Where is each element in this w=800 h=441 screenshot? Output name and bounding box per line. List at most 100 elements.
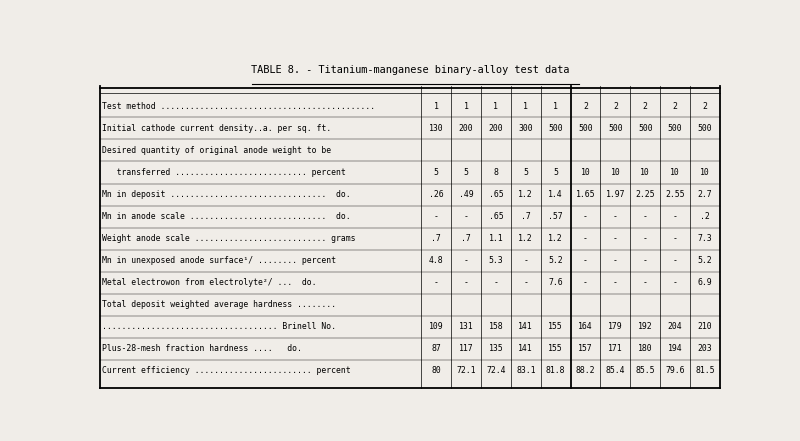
Text: -: - bbox=[583, 278, 588, 287]
Text: 8: 8 bbox=[494, 168, 498, 177]
Text: 1.4: 1.4 bbox=[548, 190, 563, 199]
Text: -: - bbox=[613, 234, 618, 243]
Text: 7.6: 7.6 bbox=[548, 278, 563, 287]
Text: 81.5: 81.5 bbox=[695, 366, 715, 375]
Text: 1: 1 bbox=[523, 102, 528, 111]
Text: .49: .49 bbox=[458, 190, 474, 199]
Text: Mn in unexposed anode surface¹/ ........ percent: Mn in unexposed anode surface¹/ ........… bbox=[102, 256, 337, 265]
Text: .7: .7 bbox=[521, 212, 530, 221]
Text: 10: 10 bbox=[581, 168, 590, 177]
Text: 5.2: 5.2 bbox=[548, 256, 563, 265]
Text: 1.65: 1.65 bbox=[576, 190, 595, 199]
Text: 500: 500 bbox=[548, 124, 563, 133]
Text: 171: 171 bbox=[608, 344, 622, 353]
Text: 155: 155 bbox=[548, 322, 563, 331]
Text: -: - bbox=[434, 212, 438, 221]
Text: 10: 10 bbox=[641, 168, 650, 177]
Text: 1.2: 1.2 bbox=[548, 234, 563, 243]
Text: -: - bbox=[673, 256, 678, 265]
Text: 1: 1 bbox=[463, 102, 469, 111]
Text: -: - bbox=[434, 278, 438, 287]
Text: 1: 1 bbox=[494, 102, 498, 111]
Text: Plus-28-mesh fraction hardness ....   do.: Plus-28-mesh fraction hardness .... do. bbox=[102, 344, 302, 353]
Text: 2.25: 2.25 bbox=[635, 190, 655, 199]
Text: 10: 10 bbox=[700, 168, 710, 177]
Text: 300: 300 bbox=[518, 124, 533, 133]
Text: .7: .7 bbox=[431, 234, 441, 243]
Text: Total deposit weighted average hardness ........: Total deposit weighted average hardness … bbox=[102, 300, 337, 309]
Text: 200: 200 bbox=[458, 124, 474, 133]
Text: 2: 2 bbox=[702, 102, 707, 111]
Text: 5: 5 bbox=[463, 168, 469, 177]
Text: 158: 158 bbox=[489, 322, 503, 331]
Text: .26: .26 bbox=[429, 190, 443, 199]
Text: 88.2: 88.2 bbox=[576, 366, 595, 375]
Text: 500: 500 bbox=[698, 124, 712, 133]
Text: 2: 2 bbox=[583, 102, 588, 111]
Text: Test method ............................................: Test method ............................… bbox=[102, 102, 375, 111]
Text: 2.7: 2.7 bbox=[698, 190, 712, 199]
Text: 5: 5 bbox=[434, 168, 438, 177]
Text: 204: 204 bbox=[668, 322, 682, 331]
Text: 500: 500 bbox=[578, 124, 593, 133]
Text: 155: 155 bbox=[548, 344, 563, 353]
Text: Mn in deposit ................................  do.: Mn in deposit ..........................… bbox=[102, 190, 351, 199]
Text: -: - bbox=[463, 256, 469, 265]
Text: 500: 500 bbox=[638, 124, 653, 133]
Text: 2: 2 bbox=[613, 102, 618, 111]
Text: 141: 141 bbox=[518, 322, 533, 331]
Text: 192: 192 bbox=[638, 322, 653, 331]
Text: -: - bbox=[494, 278, 498, 287]
Text: -: - bbox=[643, 234, 648, 243]
Text: 5.2: 5.2 bbox=[698, 256, 712, 265]
Text: 1.2: 1.2 bbox=[518, 234, 533, 243]
Text: 85.5: 85.5 bbox=[635, 366, 655, 375]
Text: -: - bbox=[673, 278, 678, 287]
Text: 179: 179 bbox=[608, 322, 622, 331]
Text: -: - bbox=[613, 212, 618, 221]
Text: 4.8: 4.8 bbox=[429, 256, 443, 265]
Text: 164: 164 bbox=[578, 322, 593, 331]
Text: 117: 117 bbox=[458, 344, 474, 353]
Text: 5.3: 5.3 bbox=[489, 256, 503, 265]
Text: 1: 1 bbox=[434, 102, 438, 111]
Text: -: - bbox=[613, 278, 618, 287]
Text: -: - bbox=[583, 234, 588, 243]
Text: -: - bbox=[673, 212, 678, 221]
Text: 5: 5 bbox=[523, 168, 528, 177]
Text: 10: 10 bbox=[670, 168, 680, 177]
Text: 1.2: 1.2 bbox=[518, 190, 533, 199]
Text: -: - bbox=[583, 212, 588, 221]
Text: 2.55: 2.55 bbox=[666, 190, 685, 199]
Text: Metal electrowon from electrolyte²/ ...  do.: Metal electrowon from electrolyte²/ ... … bbox=[102, 278, 317, 287]
Text: -: - bbox=[463, 278, 469, 287]
Text: -: - bbox=[643, 256, 648, 265]
Text: 79.6: 79.6 bbox=[666, 366, 685, 375]
Text: 72.4: 72.4 bbox=[486, 366, 506, 375]
Text: 2: 2 bbox=[643, 102, 648, 111]
Text: -: - bbox=[523, 278, 528, 287]
Text: -: - bbox=[583, 256, 588, 265]
Text: Mn in anode scale ............................  do.: Mn in anode scale ......................… bbox=[102, 212, 351, 221]
Text: 203: 203 bbox=[698, 344, 712, 353]
Text: TABLE 8. - Titanium-manganese binary-alloy test data: TABLE 8. - Titanium-manganese binary-all… bbox=[250, 65, 570, 75]
Text: 135: 135 bbox=[489, 344, 503, 353]
Text: 80: 80 bbox=[431, 366, 441, 375]
Text: .7: .7 bbox=[461, 234, 471, 243]
Text: 81.8: 81.8 bbox=[546, 366, 566, 375]
Text: -: - bbox=[523, 256, 528, 265]
Text: 85.4: 85.4 bbox=[606, 366, 625, 375]
Text: transferred ........................... percent: transferred ........................... … bbox=[102, 168, 346, 177]
Text: 5: 5 bbox=[554, 168, 558, 177]
Text: Desired quantity of original anode weight to be: Desired quantity of original anode weigh… bbox=[102, 146, 332, 155]
Text: Weight anode scale ........................... grams: Weight anode scale .....................… bbox=[102, 234, 356, 243]
Text: -: - bbox=[643, 212, 648, 221]
Text: 500: 500 bbox=[608, 124, 622, 133]
Text: 200: 200 bbox=[489, 124, 503, 133]
Text: 500: 500 bbox=[668, 124, 682, 133]
Text: 83.1: 83.1 bbox=[516, 366, 535, 375]
Text: 87: 87 bbox=[431, 344, 441, 353]
Text: .................................... Brinell No.: .................................... Bri… bbox=[102, 322, 337, 331]
Text: 210: 210 bbox=[698, 322, 712, 331]
Text: -: - bbox=[673, 234, 678, 243]
